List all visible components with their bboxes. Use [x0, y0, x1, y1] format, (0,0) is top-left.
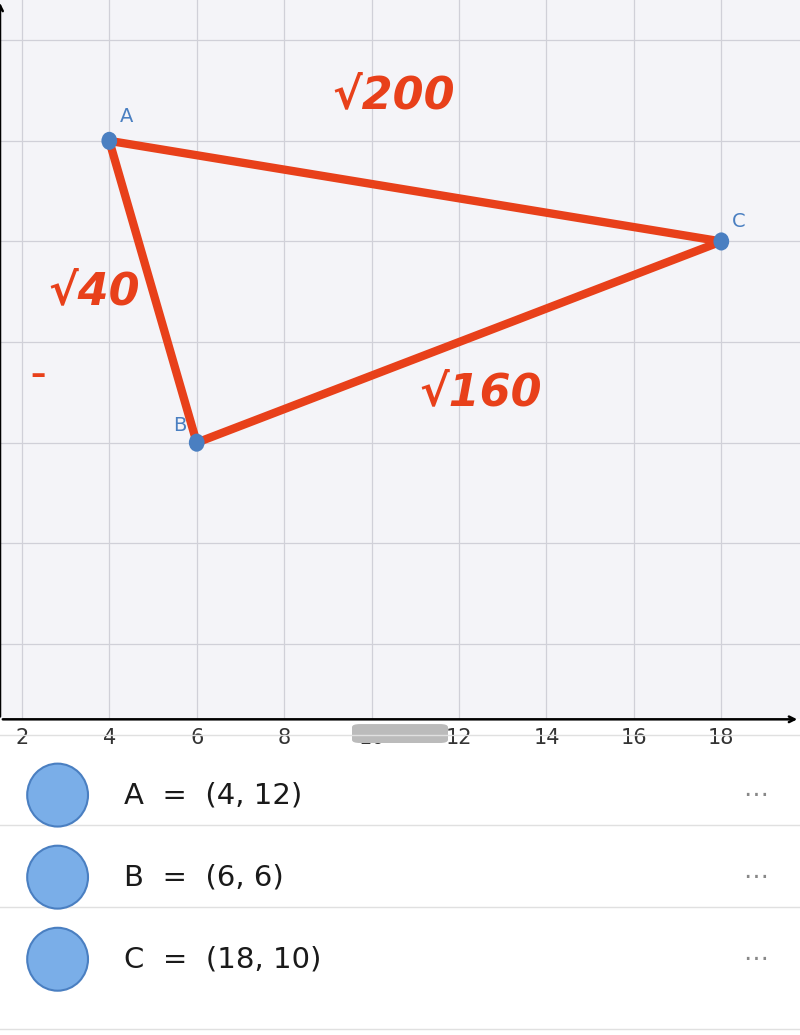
- Text: √200: √200: [332, 75, 454, 117]
- Ellipse shape: [27, 846, 88, 909]
- Text: ⋯: ⋯: [743, 865, 769, 889]
- Text: C: C: [732, 212, 746, 232]
- Text: –: –: [30, 360, 46, 389]
- Text: B: B: [173, 416, 186, 435]
- Circle shape: [102, 131, 117, 150]
- Text: A: A: [120, 107, 134, 126]
- Text: √40: √40: [48, 270, 140, 314]
- Text: C  =  (18, 10): C = (18, 10): [124, 945, 322, 973]
- Text: ⋯: ⋯: [743, 947, 769, 971]
- Text: ⋯: ⋯: [743, 783, 769, 807]
- Text: B  =  (6, 6): B = (6, 6): [124, 863, 284, 891]
- FancyBboxPatch shape: [352, 724, 448, 743]
- Text: √160: √160: [419, 371, 542, 414]
- Ellipse shape: [27, 927, 88, 990]
- Ellipse shape: [27, 764, 88, 827]
- Circle shape: [189, 434, 205, 451]
- Text: A  =  (4, 12): A = (4, 12): [124, 781, 302, 809]
- Circle shape: [714, 233, 729, 250]
